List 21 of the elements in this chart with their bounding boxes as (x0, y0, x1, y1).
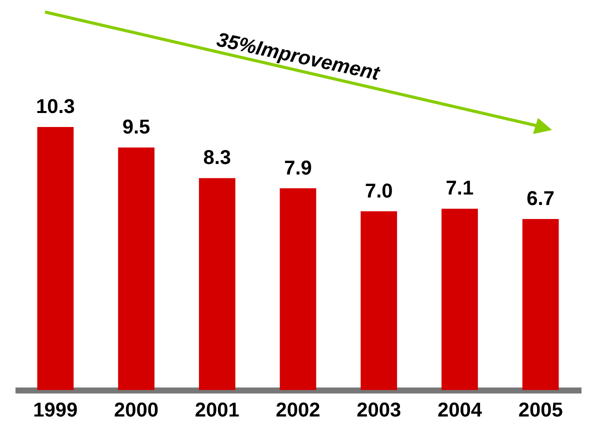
x-tick-label: 2000 (114, 400, 159, 422)
data-label: 7.9 (284, 157, 312, 180)
bar (198, 178, 236, 390)
bar (360, 211, 398, 390)
bar (37, 127, 74, 390)
x-tick-label: 2001 (194, 400, 240, 422)
bar (280, 188, 316, 390)
x-tick-label: 2002 (276, 400, 320, 422)
data-label: 10.3 (36, 96, 75, 118)
x-tick-label: 2005 (518, 400, 563, 422)
x-tick-label: 2003 (356, 400, 402, 422)
data-label: 6.7 (526, 188, 554, 210)
bar (522, 218, 559, 390)
x-tick-label: 2004 (437, 400, 483, 422)
data-label: 7.0 (364, 180, 393, 202)
x-tick-label: 1999 (33, 400, 78, 422)
bar (118, 147, 154, 390)
data-label: 7.1 (446, 178, 474, 200)
data-label: 8.3 (203, 147, 232, 170)
bar (442, 208, 478, 390)
data-label: 9.5 (122, 116, 150, 138)
